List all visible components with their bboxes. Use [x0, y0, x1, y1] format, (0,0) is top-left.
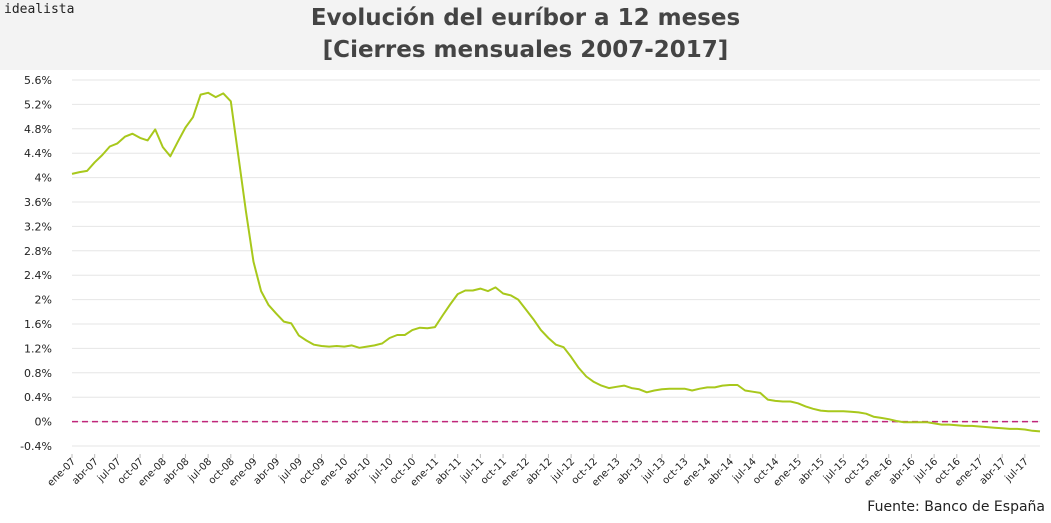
y-tick-label: 3.6%: [24, 196, 52, 209]
y-axis-ticks: -0.4% 0% 0.4% 0.8% 1.2% 1.6% 2% 2.4% 2.8% 3.2% 3.6…: [20, 74, 52, 453]
x-tick-label: jul-17: [1003, 456, 1031, 484]
gridlines: [72, 79, 1040, 447]
chart-subtitle: [Cierres mensuales 2007-2017]: [322, 37, 729, 63]
y-tick-label: 0%: [35, 416, 52, 429]
y-tick-label: 2%: [35, 294, 52, 307]
y-tick-label: 5.2%: [24, 98, 52, 111]
y-tick-label: 2.4%: [24, 269, 52, 282]
y-tick-label: 2.8%: [24, 245, 52, 258]
y-tick-label: 4%: [35, 172, 52, 185]
x-tick-label: ene-07: [46, 456, 79, 489]
y-tick-label: 4.8%: [24, 123, 52, 136]
y-tick-label: 0.8%: [24, 367, 52, 380]
x-axis-ticks: ene-07abr-07jul-07oct-07ene-08abr-08jul-…: [46, 454, 1031, 489]
y-tick-label: 1.2%: [24, 342, 52, 355]
euribor-chart: -0.4% 0% 0.4% 0.8% 1.2% 1.6% 2% 2.4% 2.8% 3.2% 3.6…: [20, 74, 1041, 489]
y-tick-label: 4.4%: [24, 147, 52, 160]
euribor-line: [71, 91, 1041, 433]
y-tick-label: -0.4%: [20, 440, 52, 453]
y-tick-label: 3.2%: [24, 220, 52, 233]
y-tick-label: 1.6%: [24, 318, 52, 331]
y-tick-label: 5.6%: [24, 74, 52, 87]
chart-title: Evolución del euríbor a 12 meses: [310, 5, 741, 31]
header: idealista Evolución del euríbor a 12 mes…: [0, 0, 1051, 70]
idealista-logo: idealista: [4, 2, 75, 17]
source-note: Fuente: Banco de España: [867, 499, 1045, 515]
y-tick-label: 0.4%: [24, 391, 52, 404]
